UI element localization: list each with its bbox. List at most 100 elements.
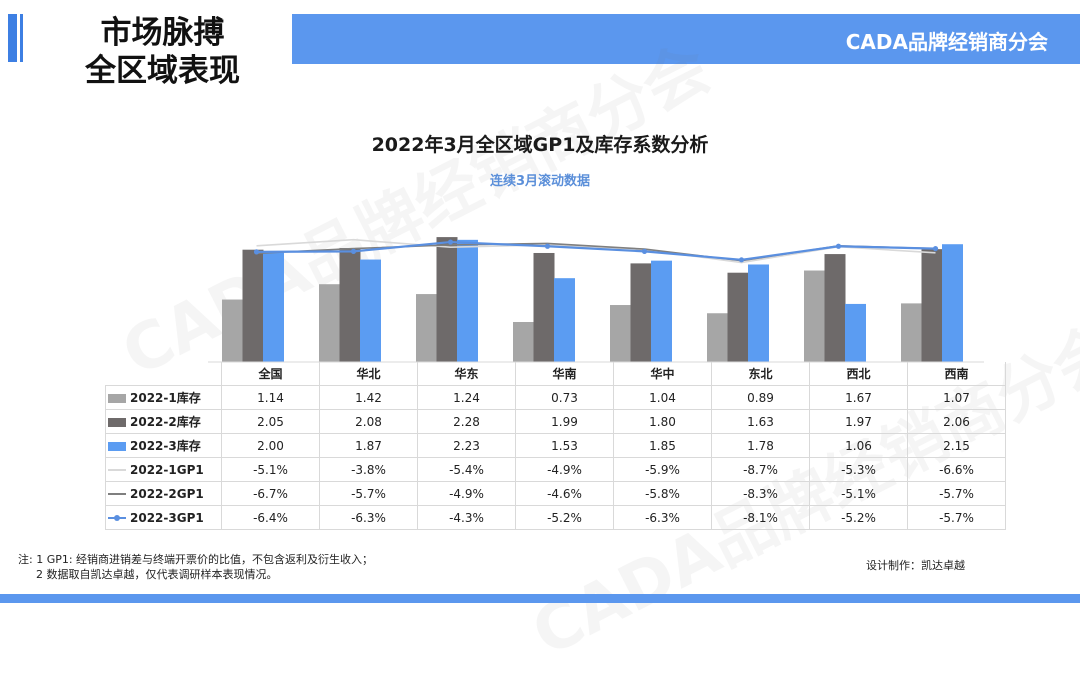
table-row: 2022-3GP1 -6.4% -6.3% -4.3% -5.2% -6.3% -8.1% -… [105, 505, 1006, 530]
data-value: -8.3% [711, 481, 810, 506]
category-label: 华北 [319, 362, 418, 386]
bar-1-2 [416, 294, 437, 362]
data-value: -4.6% [515, 481, 614, 506]
data-value: 1.99 [515, 409, 614, 434]
category-label: 华东 [417, 362, 516, 386]
data-value: 1.67 [809, 385, 908, 410]
header-accent-bar-thin [20, 14, 23, 62]
bar-2-7 [921, 249, 943, 362]
chart-title: 2022年3月全区域GP1及库存系数分析 [371, 134, 709, 156]
category-label: 西南 [907, 362, 1006, 386]
category-label: 西北 [809, 362, 908, 386]
data-value: -5.1% [221, 457, 320, 482]
data-value: 1.24 [417, 385, 516, 410]
gp-point-0 [253, 249, 260, 255]
data-value: -8.7% [711, 457, 810, 482]
data-value: 2.23 [417, 433, 516, 458]
gp-point-5 [738, 257, 745, 263]
data-value: -5.9% [613, 457, 712, 482]
data-value: 1.07 [907, 385, 1006, 410]
legend-swatch [108, 418, 126, 427]
bar-2-4 [630, 263, 652, 362]
category-label: 华南 [515, 362, 614, 386]
data-value: -5.3% [809, 457, 908, 482]
data-value: -3.8% [319, 457, 418, 482]
bar-3-5 [748, 264, 769, 362]
data-value: 1.04 [613, 385, 712, 410]
data-value: -5.4% [417, 457, 516, 482]
bar-2-2 [436, 237, 458, 362]
footnotes: 注: 1 GP1: 经销商进销差与终端开票价的比值，不包含返利及衍生收入； 2 … [18, 552, 373, 582]
data-value: 2.15 [907, 433, 1006, 458]
bar-3-2 [457, 239, 478, 362]
page-title: 市场脉搏 全区域表现 [40, 14, 285, 90]
gp-point-4 [641, 248, 648, 254]
page-title-line2: 全区域表现 [85, 53, 240, 89]
series-label: 2022-3库存 [105, 433, 222, 458]
header-band: CADA品牌经销商分会 [292, 14, 1080, 64]
chart-subtitle: 连续3月滚动数据 [489, 174, 591, 189]
series-label: 2022-2GP1 [105, 481, 222, 506]
bar-3-0 [263, 252, 284, 362]
gp-point-1 [350, 248, 357, 254]
category-label: 东北 [711, 362, 810, 386]
data-value: -6.7% [221, 481, 320, 506]
data-value: 1.87 [319, 433, 418, 458]
series-name: 2022-1库存 [130, 391, 201, 405]
bar-1-0 [222, 299, 243, 362]
bar-1-3 [513, 322, 534, 362]
data-value: -6.3% [613, 505, 712, 530]
chart-plot [208, 237, 984, 363]
gp-point-6 [835, 243, 842, 249]
data-value: -6.4% [221, 505, 320, 530]
bar-2-0 [242, 249, 264, 362]
legend-line [108, 493, 126, 495]
data-value: 0.73 [515, 385, 614, 410]
series-name: 2022-1GP1 [130, 462, 204, 477]
data-value: 2.08 [319, 409, 418, 434]
org-name: CADA品牌经销商分会 [845, 30, 1048, 54]
bar-2-5 [727, 272, 749, 362]
data-value: -4.3% [417, 505, 516, 530]
footer-band [0, 594, 1080, 603]
data-value: -5.7% [907, 481, 1006, 506]
data-value: 1.14 [221, 385, 320, 410]
table-header-row: 全国 华北 华东 华南 华中 东北 西北 西南 [105, 362, 1006, 386]
series-name: 2022-3库存 [130, 439, 201, 453]
series-name: 2022-2库存 [130, 415, 201, 429]
data-value: -5.7% [319, 481, 418, 506]
data-value: -5.7% [907, 505, 1006, 530]
bar-2-6 [824, 254, 846, 362]
data-value: -4.9% [515, 457, 614, 482]
data-value: 1.06 [809, 433, 908, 458]
table-corner [105, 362, 222, 386]
category-label: 全国 [221, 362, 320, 386]
data-value: 2.28 [417, 409, 516, 434]
footnote-1: 注: 1 GP1: 经销商进销差与终端开票价的比值，不包含返利及衍生收入； [18, 553, 374, 566]
bar-3-1 [360, 259, 381, 362]
series-name: 2022-3GP1 [130, 510, 204, 525]
bar-3-7 [942, 244, 963, 362]
footnote-2: 2 数据取自凯达卓越，仅代表调研样本表现情况。 [36, 568, 278, 581]
table-row: 2022-2库存 2.05 2.08 2.28 1.99 1.80 1.63 1.97 2.06 [105, 409, 1006, 434]
series-label: 2022-3GP1 [105, 505, 222, 530]
data-value: 1.80 [613, 409, 712, 434]
category-label: 华中 [613, 362, 712, 386]
data-value: 0.89 [711, 385, 810, 410]
data-value: 1.42 [319, 385, 418, 410]
data-value: 1.97 [809, 409, 908, 434]
data-table: 全国 华北 华东 华南 华中 东北 西北 西南 2022-1库存 1.14 1.42 1.24 0.73… [105, 362, 1006, 530]
gp-point-2 [447, 239, 454, 245]
legend-marker [114, 515, 120, 521]
legend-line [108, 469, 126, 471]
series-label: 2022-2库存 [105, 409, 222, 434]
series-label: 2022-1库存 [105, 385, 222, 410]
data-value: -5.2% [515, 505, 614, 530]
page-title-line1: 市场脉搏 [100, 15, 225, 51]
bar-1-1 [319, 284, 340, 362]
legend-swatch [108, 394, 126, 403]
legend-line [108, 515, 126, 521]
bar-1-7 [901, 303, 922, 362]
bar-1-4 [610, 305, 631, 362]
table-row: 2022-3库存 2.00 1.87 2.23 1.53 1.85 1.78 1.06 2.15 [105, 433, 1006, 458]
